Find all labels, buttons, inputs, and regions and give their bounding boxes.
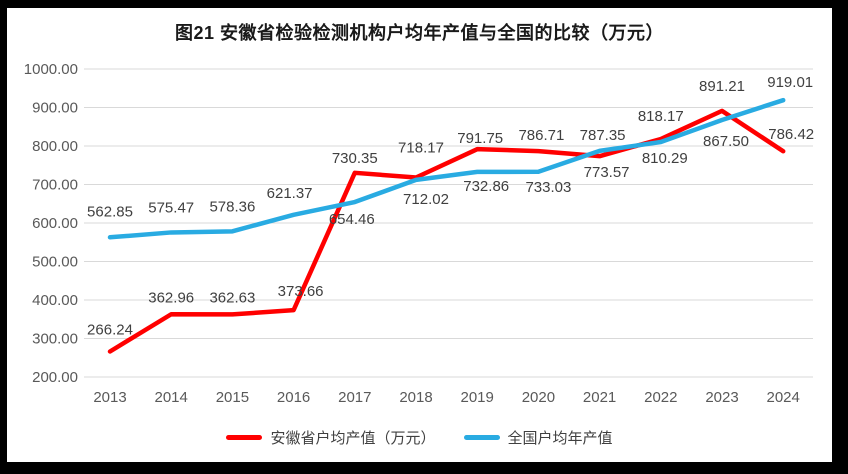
data-label: 786.71 [518,127,564,144]
data-label: 818.17 [638,108,684,125]
y-axis-tick-label: 600.00 [32,215,78,232]
data-label: 786.42 [768,126,814,143]
legend-line-swatch-blue [463,435,500,440]
legend-item-national: 全国户均年产值 [463,427,613,448]
legend-item-anhui: 安徽省户均产值（万元） [226,427,436,448]
x-axis-tick-label: 2017 [338,389,371,406]
y-axis-tick-label: 900.00 [32,100,78,117]
data-label: 718.17 [398,140,444,157]
data-label: 621.37 [267,185,313,202]
x-axis-tick-label: 2022 [644,389,677,406]
x-axis-tick-label: 2018 [399,389,432,406]
chart-title: 图21 安徽省检验检测机构户均年产值与全国的比较（万元） [174,23,665,43]
data-label: 362.96 [148,289,194,306]
x-axis-tick-label: 2016 [277,389,310,406]
series-line-0 [107,108,786,354]
data-label: 810.29 [642,150,688,167]
data-label: 787.35 [580,127,626,144]
y-axis-tick-label: 300.00 [32,331,78,348]
data-label: 732.86 [463,178,509,195]
data-label: 562.85 [87,203,133,220]
data-label: 791.75 [457,130,503,147]
x-axis-tick-label: 2021 [583,389,616,406]
y-axis-tick-label: 700.00 [32,177,78,194]
x-axis-tick-label: 2023 [705,389,738,406]
data-label: 891.21 [699,78,745,95]
data-label: 712.02 [403,191,449,208]
series-line-1 [107,97,786,240]
data-label: 733.03 [525,179,571,196]
data-label: 867.50 [703,133,749,150]
chart-canvas: 图21 安徽省检验检测机构户均年产值与全国的比较（万元） 1000.00 900.… [7,8,832,462]
data-label: 373.66 [278,283,324,300]
y-axis-tick-label: 400.00 [32,292,78,309]
line-chart: 1000.00 900.00 800.00 700.00 600.00 500.00 400… [24,61,814,406]
x-axis-tick-label: 2019 [461,389,494,406]
data-label: 578.36 [209,198,255,215]
data-label: 730.35 [332,150,378,167]
x-axis-tick-label: 2020 [522,389,555,406]
x-axis-tick-label: 2013 [93,389,126,406]
x-axis-tick-label: 2015 [216,389,249,406]
data-label: 266.24 [87,321,133,338]
legend-line-swatch-red [226,435,263,440]
y-axis-tick-label: 1000.00 [24,61,78,78]
data-label: 773.57 [584,164,630,181]
data-label: 575.47 [148,199,194,216]
data-label: 362.63 [209,289,255,306]
y-axis-tick-label: 200.00 [32,369,78,386]
data-label: 654.46 [329,211,375,228]
data-label: 919.01 [767,74,813,91]
legend-label-national: 全国户均年产值 [507,430,613,447]
y-axis-tick-label: 800.00 [32,138,78,155]
y-axis-tick-label: 500.00 [32,254,78,271]
chart-legend: 安徽省户均产值（万元） 全国户均年产值 [7,427,832,448]
legend-label-anhui: 安徽省户均产值（万元） [270,430,436,447]
x-axis-tick-label: 2024 [767,389,800,406]
x-axis-tick-label: 2014 [155,389,188,406]
